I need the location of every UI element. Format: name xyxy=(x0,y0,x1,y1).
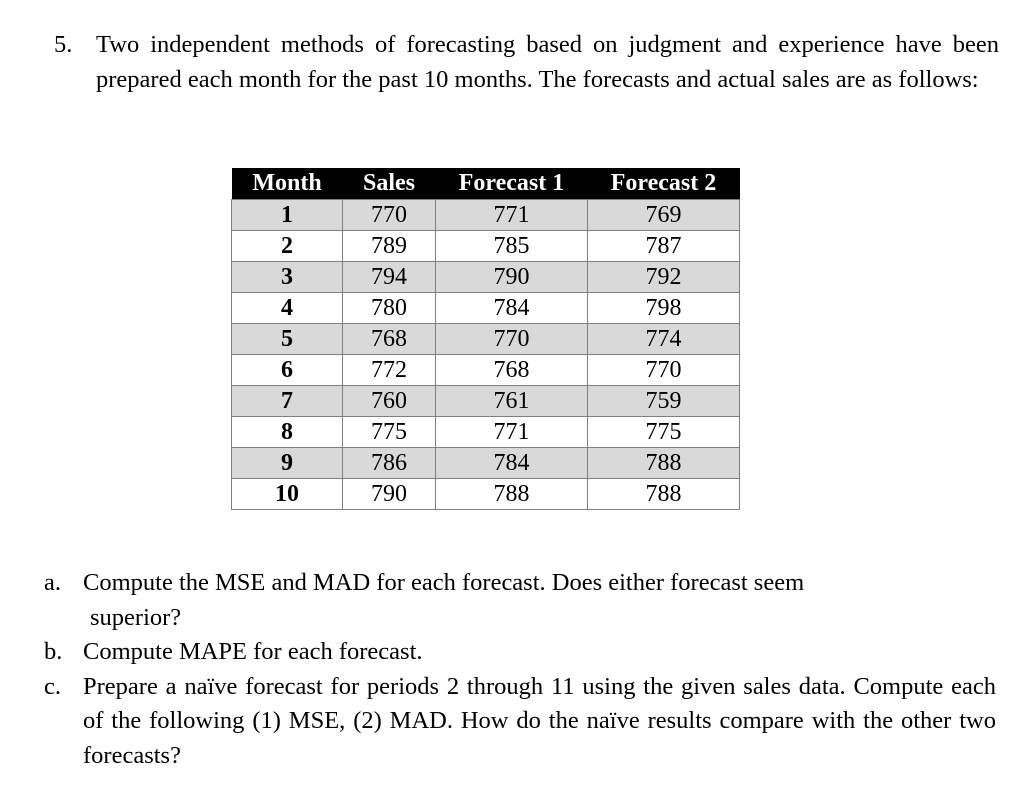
cell-month: 2 xyxy=(231,230,343,262)
cell-forecast-1: 790 xyxy=(435,261,588,293)
cell-sales: 786 xyxy=(342,447,436,479)
table-row: 1 770 771 769 xyxy=(231,199,740,231)
cell-forecast-2: 787 xyxy=(587,230,740,262)
cell-forecast-1: 768 xyxy=(435,354,588,386)
question-parts: a. Compute the MSE and MAD for each fore… xyxy=(44,566,996,773)
cell-forecast-1: 788 xyxy=(435,478,588,510)
cell-forecast-2: 774 xyxy=(587,323,740,355)
cell-forecast-2: 788 xyxy=(587,447,740,479)
table-row: 7 760 761 759 xyxy=(231,385,740,417)
cell-sales: 789 xyxy=(342,230,436,262)
table-row: 2 789 785 787 xyxy=(231,230,740,262)
cell-month: 7 xyxy=(231,385,343,417)
cell-forecast-2: 788 xyxy=(587,478,740,510)
cell-forecast-1: 784 xyxy=(435,292,588,324)
header-forecast-1: Forecast 1 xyxy=(458,170,565,196)
part-a-line-2: superior? xyxy=(90,603,182,631)
cell-sales: 768 xyxy=(342,323,436,355)
part-b-letter: b. xyxy=(44,638,63,665)
table-row: 3 794 790 792 xyxy=(231,261,740,293)
part-c-letter: c. xyxy=(44,672,61,700)
cell-month: 9 xyxy=(231,447,343,479)
cell-forecast-2: 775 xyxy=(587,416,740,448)
cell-forecast-1: 770 xyxy=(435,323,588,355)
cell-sales: 760 xyxy=(342,385,436,417)
cell-forecast-1: 785 xyxy=(435,230,588,262)
cell-forecast-2: 792 xyxy=(587,261,740,293)
table-row: 5 768 770 774 xyxy=(231,323,740,355)
cell-forecast-1: 761 xyxy=(435,385,588,417)
forecast-table: Month Sales Forecast 1 Forecast 2 1 770 … xyxy=(231,168,740,510)
table-row: 8 775 771 775 xyxy=(231,416,740,448)
header-month: Month xyxy=(252,170,322,196)
cell-month: 3 xyxy=(231,261,343,293)
part-a: a. Compute the MSE and MAD for each fore… xyxy=(44,566,996,635)
cell-forecast-2: 798 xyxy=(587,292,740,324)
cell-month: 4 xyxy=(231,292,343,324)
problem-statement: 5. Two independent methods of forecastin… xyxy=(54,28,999,97)
cell-sales: 772 xyxy=(342,354,436,386)
cell-month: 5 xyxy=(231,323,343,355)
cell-sales: 794 xyxy=(342,261,436,293)
header-sales: Sales xyxy=(362,170,415,196)
cell-forecast-2: 770 xyxy=(587,354,740,386)
problem-number: 5. xyxy=(54,31,73,58)
cell-month: 10 xyxy=(231,478,343,510)
cell-month: 1 xyxy=(231,199,343,231)
table-header-row: Month Sales Forecast 1 Forecast 2 xyxy=(231,168,740,200)
problem-text: Two independent methods of forecasting b… xyxy=(96,31,999,93)
table-row: 6 772 768 770 xyxy=(231,354,740,386)
part-a-line-1: Compute the MSE and MAD for each forecas… xyxy=(83,569,805,596)
part-a-text: Compute the MSE and MAD for each forecas… xyxy=(83,566,883,635)
part-c-text: Prepare a naïve forecast for periods 2 t… xyxy=(83,672,996,769)
cell-month: 8 xyxy=(231,416,343,448)
table-row: 10 790 788 788 xyxy=(231,478,740,510)
part-b-text: Compute MAPE for each forecast. xyxy=(83,638,423,665)
table-row: 9 786 784 788 xyxy=(231,447,740,479)
cell-sales: 780 xyxy=(342,292,436,324)
cell-sales: 775 xyxy=(342,416,436,448)
part-a-letter: a. xyxy=(44,569,61,596)
cell-forecast-1: 771 xyxy=(435,199,588,231)
cell-forecast-2: 759 xyxy=(587,385,740,417)
cell-forecast-1: 771 xyxy=(435,416,588,448)
table-row: 4 780 784 798 xyxy=(231,292,740,324)
cell-sales: 770 xyxy=(342,199,436,231)
part-c: c. Prepare a naïve forecast for periods … xyxy=(44,670,996,774)
cell-sales: 790 xyxy=(342,478,436,510)
cell-forecast-1: 784 xyxy=(435,447,588,479)
part-b: b. Compute MAPE for each forecast. xyxy=(44,635,996,670)
forecast-table-container: Month Sales Forecast 1 Forecast 2 1 770 … xyxy=(231,168,740,510)
cell-forecast-2: 769 xyxy=(587,199,740,231)
cell-month: 6 xyxy=(231,354,343,386)
header-forecast-2: Forecast 2 xyxy=(610,170,717,196)
